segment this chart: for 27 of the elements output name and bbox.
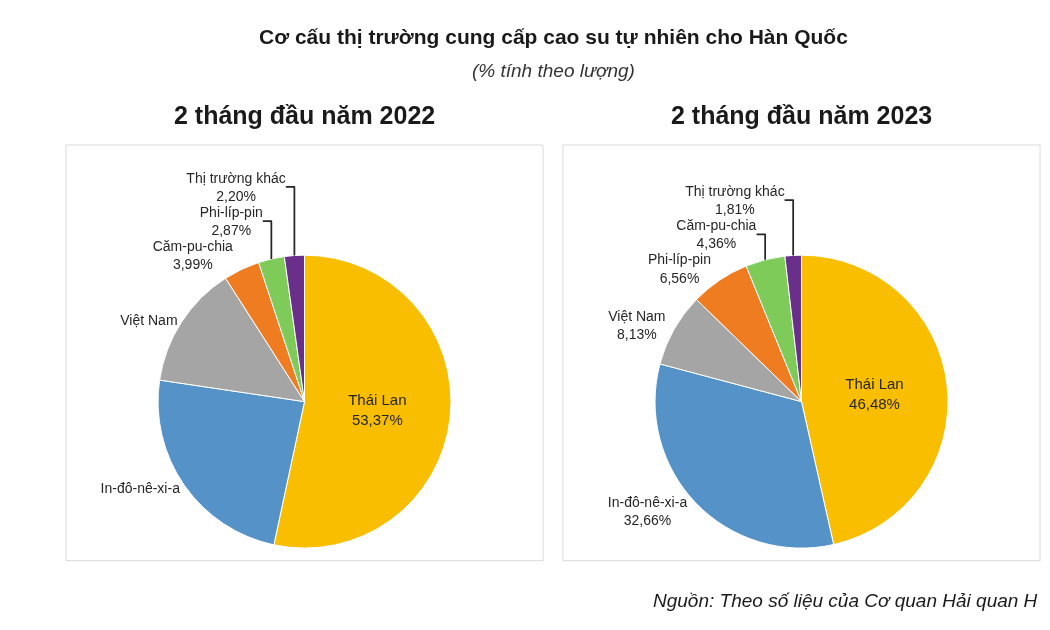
slice-label: In-đô-nê-xi-a <box>607 494 688 511</box>
data-label: 6,56% <box>659 269 700 286</box>
chart-title: 2 tháng đầu năm 2022 <box>174 101 436 129</box>
slice-label: Thị trường khác <box>685 182 785 199</box>
slice-label: Việt Nam <box>608 308 666 325</box>
text: Cơ cấu thị trường cung cấp cao su tự nhiên cho Hàn Quốc <box>259 25 849 48</box>
slice-label: Thị trường khác <box>186 169 286 186</box>
data-label: 1,81% <box>715 201 755 218</box>
data-label: 2,20% <box>216 188 256 205</box>
data-label: 32,66% <box>623 512 672 529</box>
slice-label: Thái Lan <box>845 375 904 393</box>
text: (% tính theo lượng) <box>472 60 635 81</box>
data-label: 8,13% <box>617 326 657 343</box>
data-label: 2,87% <box>211 222 252 239</box>
data-label: 4,36% <box>696 235 737 252</box>
slice-label: Phi-líp-pin <box>199 204 263 221</box>
data-label: 3,99% <box>172 256 213 273</box>
slice-label: Phi-líp-pin <box>647 251 711 268</box>
text: Nguồn: Theo số liệu của Cơ quan Hải quan H <box>653 590 1038 611</box>
slice-label: Việt Nam <box>120 311 178 328</box>
chart-title: 2 tháng đầu năm 2023 <box>671 101 933 129</box>
data-label: 53,37% <box>351 410 403 428</box>
slice-label: Căm-pu-chia <box>152 238 234 255</box>
slice-label: Căm-pu-chia <box>676 217 757 234</box>
slice-label: In-đô-nê-xi-a <box>100 479 181 496</box>
slice-label: Thái Lan <box>348 391 407 409</box>
data-label: 46,48% <box>849 394 900 412</box>
